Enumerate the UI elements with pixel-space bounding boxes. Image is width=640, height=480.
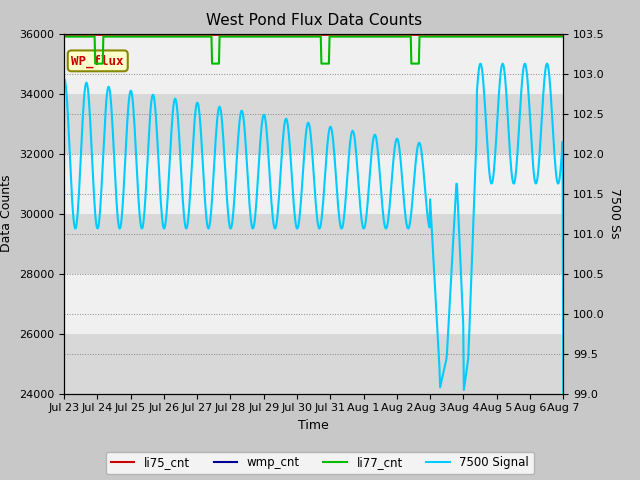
Text: WP_flux: WP_flux <box>72 54 124 68</box>
Legend: li75_cnt, wmp_cnt, li77_cnt, 7500 Signal: li75_cnt, wmp_cnt, li77_cnt, 7500 Signal <box>106 452 534 474</box>
X-axis label: Time: Time <box>298 419 329 432</box>
Bar <box>64 94 563 154</box>
Y-axis label: Data Counts: Data Counts <box>1 175 13 252</box>
Y-axis label: 7500 Ss: 7500 Ss <box>609 188 621 239</box>
Bar <box>64 214 563 274</box>
Bar <box>64 334 563 394</box>
Title: West Pond Flux Data Counts: West Pond Flux Data Counts <box>205 13 422 28</box>
